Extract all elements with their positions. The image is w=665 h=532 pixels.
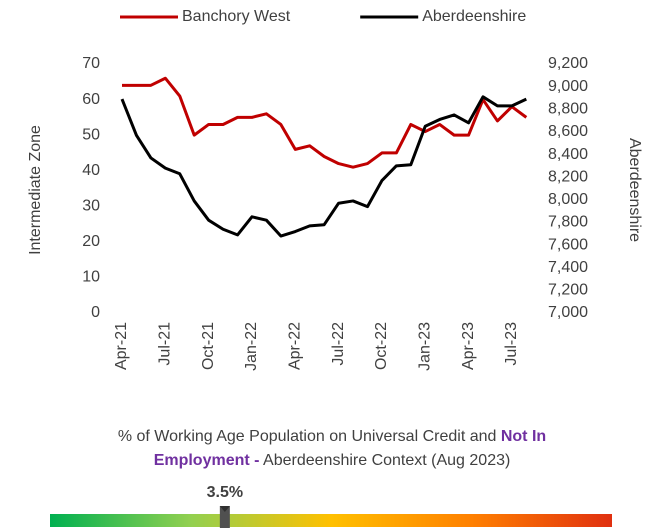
x-tick-label: Oct-21 bbox=[200, 322, 217, 370]
gauge-title: % of Working Age Population on Universal… bbox=[118, 428, 546, 445]
legend-label: Banchory West bbox=[182, 8, 291, 25]
y2-tick-label: 9,200 bbox=[548, 55, 588, 72]
x-tick-label: Apr-23 bbox=[460, 322, 477, 370]
gauge-title: Employment - Aberdeenshire Context (Aug … bbox=[154, 452, 511, 469]
gauge-marker bbox=[219, 506, 230, 528]
y-tick-label: 40 bbox=[82, 162, 100, 179]
x-tick-label: Jul-22 bbox=[330, 322, 347, 366]
y-tick-label: 50 bbox=[82, 126, 100, 143]
gauge-marker-tip bbox=[219, 506, 230, 512]
x-tick-label: Jan-23 bbox=[416, 322, 433, 371]
x-tick-label: Jul-23 bbox=[503, 322, 520, 366]
y2-tick-label: 8,600 bbox=[548, 123, 588, 140]
y-tick-label: 0 bbox=[91, 304, 100, 321]
y2-tick-label: 7,000 bbox=[548, 304, 588, 321]
y-tick-label: 30 bbox=[82, 198, 100, 215]
x-tick-label: Jan-22 bbox=[243, 322, 260, 371]
y2-tick-label: 8,000 bbox=[548, 191, 588, 208]
y-tick-label: 10 bbox=[82, 269, 100, 286]
y-axis-label: Intermediate Zone bbox=[27, 125, 44, 255]
x-tick-label: Oct-22 bbox=[373, 322, 390, 370]
y-tick-label: 70 bbox=[82, 55, 100, 72]
title-part: % of Working Age Population on Universal… bbox=[118, 428, 501, 445]
y2-tick-label: 7,800 bbox=[548, 214, 588, 231]
gauge-bar bbox=[50, 514, 612, 527]
legend-label: Aberdeenshire bbox=[422, 8, 526, 25]
y2-tick-label: 8,200 bbox=[548, 168, 588, 185]
title-part: Employment - bbox=[154, 452, 260, 469]
y2-axis-label: Aberdeenshire bbox=[626, 138, 643, 242]
y2-tick-label: 9,000 bbox=[548, 78, 588, 95]
title-part: Not In bbox=[501, 428, 546, 445]
y2-tick-label: 8,800 bbox=[548, 100, 588, 117]
series-line bbox=[120, 95, 527, 238]
x-tick-label: Apr-21 bbox=[113, 322, 130, 370]
y2-tick-label: 7,600 bbox=[548, 236, 588, 253]
gauge-value-label: 3.5% bbox=[207, 484, 243, 501]
y2-tick-label: 7,200 bbox=[548, 282, 588, 299]
title-part: Aberdeenshire Context (Aug 2023) bbox=[259, 452, 510, 469]
y2-tick-label: 7,400 bbox=[548, 259, 588, 276]
y-tick-label: 20 bbox=[82, 233, 100, 250]
x-tick-label: Jul-21 bbox=[157, 322, 174, 366]
y2-tick-label: 8,400 bbox=[548, 146, 588, 163]
series-line bbox=[122, 76, 528, 169]
y-tick-label: 60 bbox=[82, 91, 100, 108]
x-tick-label: Apr-22 bbox=[286, 322, 303, 370]
